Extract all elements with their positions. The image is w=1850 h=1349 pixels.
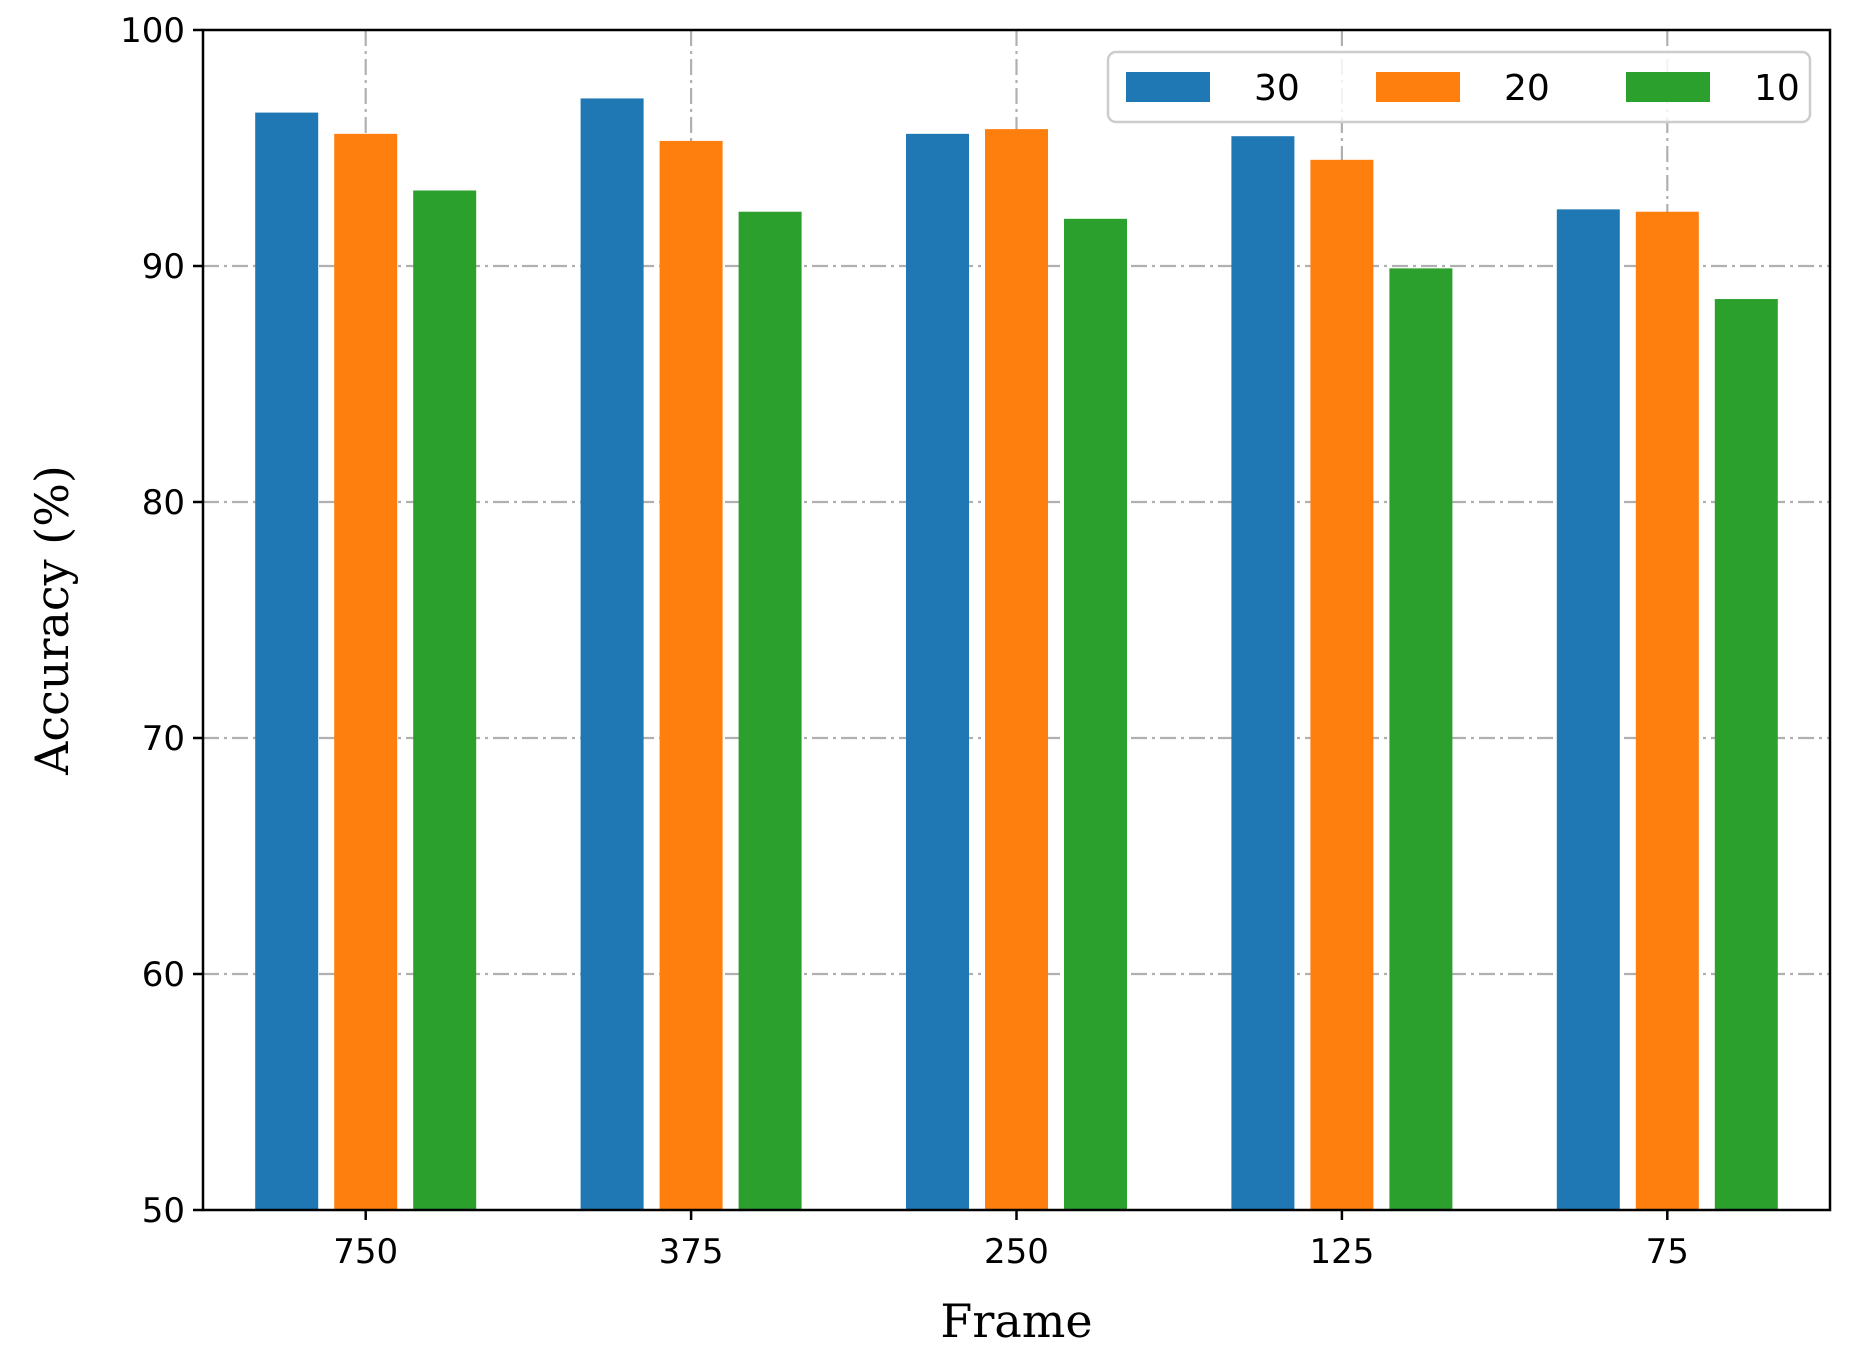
bar-20-375	[659, 140, 723, 1210]
bar-20-750	[334, 133, 398, 1211]
x-tick-label: 75	[1646, 1232, 1689, 1272]
y-axis-label: Accuracy (%)	[25, 465, 79, 776]
bar-10-375	[738, 211, 802, 1211]
y-tick-label: 80	[142, 483, 185, 523]
bar-10-250	[1064, 218, 1127, 1211]
x-tick-label: 375	[659, 1232, 724, 1272]
y-tick-label: 90	[142, 247, 185, 287]
legend-label-10: 10	[1754, 68, 1800, 109]
x-tick-label: 750	[333, 1232, 398, 1272]
legend-label-30: 30	[1254, 68, 1300, 109]
bar-30-375	[580, 98, 644, 1211]
bar-30-125	[1231, 136, 1295, 1211]
bars	[255, 98, 1778, 1211]
legend-label-20: 20	[1504, 68, 1550, 109]
legend-swatch-20	[1376, 72, 1460, 102]
bar-20-250	[985, 129, 1048, 1210]
legend: 30 20 10	[1106, 50, 1812, 124]
bar-20-125	[1310, 159, 1374, 1210]
bar-30-750	[255, 112, 319, 1211]
x-tick-label: 125	[1309, 1232, 1374, 1272]
x-axis-label: Frame	[940, 1294, 1092, 1348]
bar-20-75	[1635, 211, 1699, 1211]
legend-swatch-10	[1626, 72, 1710, 102]
y-tick-label: 50	[142, 1191, 185, 1231]
y-tick-label: 60	[142, 955, 185, 995]
y-tick-label: 100	[120, 11, 185, 51]
x-axis-ticks: 750 375 250 125 75	[333, 1210, 1689, 1272]
bar-10-750	[413, 190, 477, 1211]
bar-10-75	[1714, 299, 1778, 1210]
bar-30-75	[1556, 209, 1620, 1211]
y-tick-label: 70	[142, 719, 185, 759]
x-tick-label: 250	[984, 1232, 1049, 1272]
bar-30-250	[906, 133, 969, 1211]
y-axis-ticks: 50 60 70 80 90 100	[120, 11, 203, 1231]
bar-10-125	[1389, 268, 1453, 1210]
legend-swatch-30	[1126, 72, 1210, 102]
